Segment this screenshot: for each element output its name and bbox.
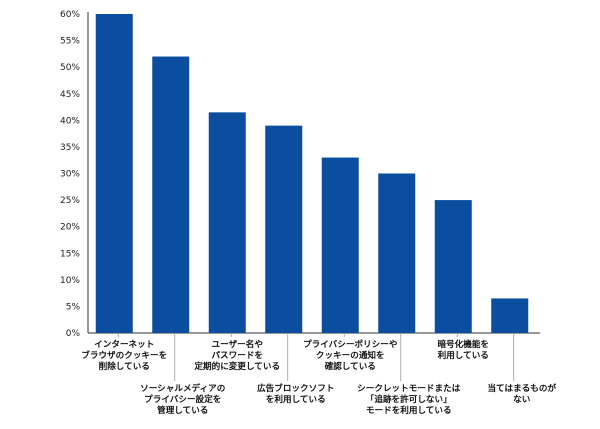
y-tick-label: 45%: [60, 90, 80, 100]
y-tick-label: 0%: [66, 329, 81, 339]
y-tick-labels: 0% 5% 10% 15% 20% 25% 30% 35% 40% 45% 50% 55% 60%: [60, 10, 80, 339]
category-label: インターネットブラウザのクッキーを削除している: [81, 338, 167, 372]
category-label: 暗号化機能を利用している: [437, 338, 489, 361]
category-label: ソーシャルメディアのプライバシー設定を管理している: [140, 382, 225, 416]
y-tick-label: 35%: [60, 143, 80, 153]
y-tick-label: 10%: [60, 276, 80, 286]
category-label: 広告ブロックソフトを利用している: [257, 382, 334, 405]
bar: [95, 14, 133, 333]
category-label: プライバシーポリシーやクッキーの通知を確認している: [303, 338, 398, 372]
bar: [265, 125, 303, 334]
category-label: 当てはまるものがない: [487, 382, 556, 405]
category-labels: インターネットブラウザのクッキーを削除しているソーシャルメディアのプライバシー設…: [81, 338, 556, 416]
bar: [491, 298, 529, 333]
y-tick-label: 5%: [66, 302, 81, 312]
y-tick-label: 20%: [60, 223, 80, 233]
y-tick-label: 55%: [60, 37, 80, 47]
y-tick-label: 40%: [60, 116, 80, 126]
bar: [321, 157, 359, 333]
bar: [434, 200, 472, 333]
category-label: シークレットモードまたは「追跡を許可しない」モードを利用している: [357, 383, 461, 416]
y-tick-label: 50%: [60, 63, 80, 73]
y-tick-label: 15%: [60, 249, 80, 259]
y-tick-label: 60%: [60, 10, 80, 20]
category-label: ユーザー名やパスワードを定期的に変更している: [194, 338, 280, 372]
y-tick-label: 25%: [60, 196, 80, 206]
label-leader-lines: [117, 333, 515, 381]
bar: [152, 56, 190, 334]
y-tick-label: 30%: [60, 170, 80, 180]
bar: [378, 173, 416, 333]
bar: [208, 112, 246, 333]
bars: [95, 14, 529, 334]
